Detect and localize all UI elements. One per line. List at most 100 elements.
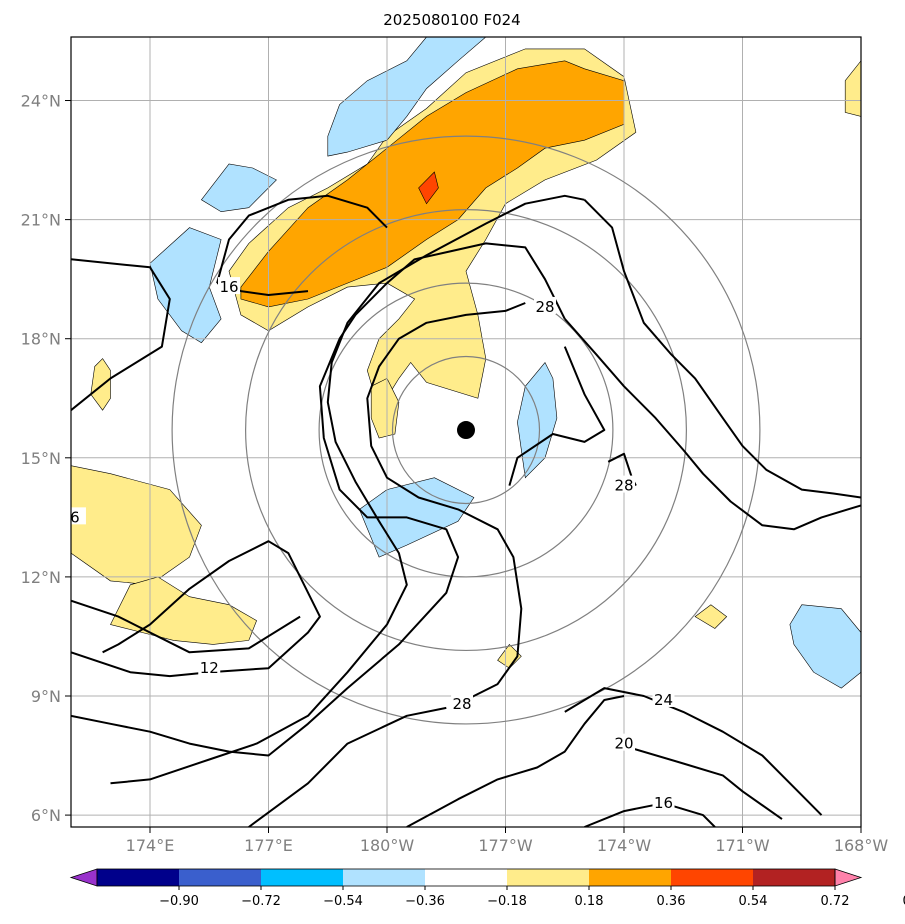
- colorbar-swatch: [343, 869, 426, 886]
- colorbar-swatch: [671, 869, 754, 886]
- plot-frame: [70, 36, 862, 828]
- contour-line: [71, 258, 171, 411]
- colorbar-swatch: [507, 869, 590, 886]
- chart-title: 2025080100 F024: [383, 11, 520, 29]
- x-tick-label: 174°W: [597, 836, 652, 855]
- contour-label: 28: [453, 695, 472, 713]
- y-tick-label: 24°N: [21, 92, 61, 111]
- contour-label: 16: [654, 794, 673, 812]
- shading-region: [371, 378, 399, 438]
- shading-outline: [359, 477, 475, 558]
- contour-label-bg: [534, 296, 556, 314]
- colorbar-swatch: [179, 869, 262, 886]
- x-tick-label: 180°W: [360, 836, 415, 855]
- contour-label: 12: [200, 659, 219, 677]
- shading-outline: [240, 60, 625, 308]
- contour-label-bg: [652, 793, 675, 811]
- shading-outline: [200, 163, 277, 213]
- colorbar-tick-label: 0.18: [575, 894, 604, 909]
- colorbar-tick-label: 0.90: [903, 894, 905, 909]
- range-rings: [171, 135, 761, 725]
- colorbar-tick-label: −0.18: [487, 894, 527, 909]
- x-tick-label: 177°W: [478, 836, 533, 855]
- x-axis-ticks: 174°E 177°E 180°W 177°W 174°W 171°W 168°W: [126, 827, 889, 855]
- contour-line: [71, 242, 566, 757]
- y-tick-label: 6°N: [31, 806, 61, 825]
- shading-region: [418, 172, 439, 204]
- contour-label-bg: [613, 475, 635, 493]
- y-axis-ticks: 6°N 9°N 12°N 15°N 18°N 21°N 24°N: [21, 92, 71, 825]
- colorbar-frame: [96, 868, 836, 887]
- shading-outline: [71, 465, 202, 586]
- x-tick-label: 171°W: [715, 836, 770, 855]
- shading-region: [71, 465, 202, 585]
- contour-label-bg: [451, 693, 474, 711]
- shading-region: [201, 164, 277, 212]
- shading-region: [789, 604, 861, 689]
- shading-outline: [149, 227, 222, 344]
- contour-line: [248, 706, 447, 827]
- contour-line: [564, 687, 823, 816]
- contour-label-bg: [652, 689, 675, 707]
- x-tick-label: 177°E: [244, 836, 293, 855]
- shading-outline: [789, 604, 861, 689]
- contour-label: 28: [614, 477, 633, 495]
- colorbar-tick-label: −0.90: [159, 894, 199, 909]
- x-tick-label: 174°E: [126, 836, 175, 855]
- colorbar-swatch: [97, 869, 180, 886]
- contour-line: [71, 599, 301, 654]
- colorbar-extend-low: [69, 868, 98, 887]
- contour-line: [508, 346, 606, 486]
- contour-lines: [71, 194, 861, 827]
- storm-center-marker: [457, 421, 475, 440]
- shading-outline: [844, 60, 861, 117]
- y-tick-label: 9°N: [31, 687, 61, 706]
- colorbar-tick-label: 0.72: [821, 894, 850, 909]
- shading-region: [497, 644, 522, 669]
- y-tick-label: 12°N: [21, 568, 61, 587]
- contour-label: 28: [535, 298, 554, 316]
- shading-region: [150, 227, 222, 343]
- range-ring: [391, 355, 541, 505]
- range-ring: [245, 209, 687, 652]
- contour-label-bg: [218, 277, 240, 295]
- colorbar-tick-label: −0.72: [241, 894, 281, 909]
- contour-line: [406, 695, 625, 827]
- range-ring: [318, 282, 614, 578]
- colorbar-extend-high: [834, 868, 863, 887]
- shading-outline: [228, 48, 637, 411]
- colorbar: −0.90 −0.72 −0.54 −0.36 −0.18 0.18 0.36 0.54 0.7…: [69, 868, 905, 909]
- colorbar-swatch: [261, 869, 344, 886]
- contour-label: 16: [219, 278, 238, 296]
- shading-region: [517, 362, 557, 478]
- contour-label-bg: [63, 507, 86, 525]
- colorbar-tick-label: 0.54: [739, 894, 768, 909]
- contour-label-bg: [613, 733, 635, 751]
- colorbar-tick-label: −0.54: [323, 894, 363, 909]
- contour-label: 24: [654, 691, 673, 709]
- shading-outline: [517, 361, 558, 479]
- contour-label-bg: [198, 658, 221, 676]
- colorbar-swatch: [425, 869, 508, 886]
- contour-line: [110, 194, 585, 785]
- y-tick-label: 21°N: [21, 211, 61, 230]
- shading-outline: [110, 576, 257, 645]
- colorbar-tick-label: 0.36: [657, 894, 686, 909]
- contour-line: [216, 194, 388, 284]
- x-tick-label: 168°W: [834, 836, 889, 855]
- range-ring: [171, 135, 761, 725]
- contour-line: [615, 742, 783, 820]
- y-tick-label: 18°N: [21, 330, 61, 349]
- shading-outline: [694, 604, 728, 629]
- contour-line: [564, 318, 861, 531]
- shading-outline: [418, 171, 439, 205]
- colorbar-swatch: [589, 869, 672, 886]
- contour-line: [583, 199, 861, 499]
- contour-label: 6: [70, 508, 80, 526]
- contour-line: [366, 302, 526, 705]
- shading-outline: [327, 37, 487, 157]
- y-tick-label: 15°N: [21, 449, 61, 468]
- colorbar-tick-label: −0.36: [405, 894, 445, 909]
- shading-region: [845, 60, 861, 117]
